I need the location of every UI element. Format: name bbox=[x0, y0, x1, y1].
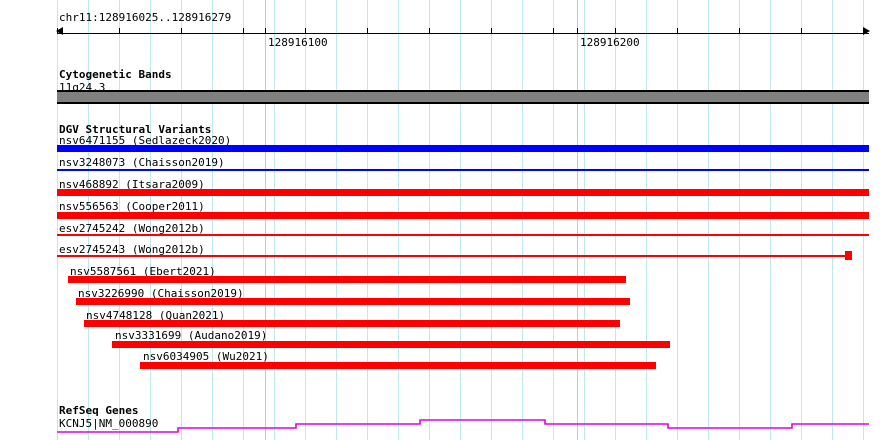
dgv-track-title: DGV Structural Variants bbox=[59, 123, 212, 136]
variant-bar[interactable] bbox=[57, 234, 869, 236]
cytoband-bar[interactable] bbox=[57, 90, 869, 104]
ruler-arrow-left-icon[interactable] bbox=[56, 27, 63, 35]
ruler-tick bbox=[57, 28, 58, 34]
gridline bbox=[553, 0, 554, 440]
ruler-tick bbox=[739, 28, 740, 34]
gridline bbox=[150, 0, 151, 440]
refseq-gene-label: KCNJ5|NM_000890 bbox=[59, 417, 159, 430]
variant-label[interactable]: nsv6471155 (Sedlazeck2020) bbox=[59, 134, 232, 147]
gridline bbox=[88, 0, 89, 440]
ruler-tick bbox=[577, 28, 578, 34]
ruler-tick bbox=[863, 28, 864, 34]
variant-label[interactable]: esv2745242 (Wong2012b) bbox=[59, 222, 205, 235]
gridline bbox=[708, 0, 709, 440]
gridline bbox=[584, 0, 585, 440]
variant-label[interactable]: nsv6034905 (Wu2021) bbox=[143, 350, 269, 363]
gridline bbox=[491, 0, 492, 440]
variant-bar[interactable] bbox=[84, 320, 620, 327]
refseq-track-title: RefSeq Genes bbox=[59, 404, 139, 417]
gridline bbox=[863, 0, 864, 440]
variant-bar[interactable] bbox=[57, 255, 845, 257]
gridline bbox=[243, 0, 244, 440]
variant-bar[interactable] bbox=[76, 298, 630, 305]
gridline bbox=[57, 0, 58, 440]
gridline bbox=[367, 0, 368, 440]
variant-bar[interactable] bbox=[140, 362, 656, 369]
variant-label[interactable]: nsv468892 (Itsara2009) bbox=[59, 178, 205, 191]
gridline bbox=[460, 0, 461, 440]
ruler-tick bbox=[265, 28, 266, 34]
ruler-tick-label: 128916100 bbox=[268, 36, 328, 49]
cytoband-track-title: Cytogenetic Bands bbox=[59, 68, 172, 81]
variant-bar[interactable] bbox=[57, 169, 869, 171]
ruler-tick bbox=[801, 28, 802, 34]
ruler-tick bbox=[243, 28, 244, 34]
gridline bbox=[265, 0, 266, 440]
gridline bbox=[615, 0, 616, 440]
gridline bbox=[212, 0, 213, 440]
variant-bar[interactable] bbox=[57, 189, 869, 196]
variant-label[interactable]: nsv5587561 (Ebert2021) bbox=[70, 265, 216, 278]
gridline bbox=[119, 0, 120, 440]
refseq-gene-model[interactable] bbox=[0, 400, 890, 440]
gridline bbox=[336, 0, 337, 440]
gene-line bbox=[57, 419, 869, 433]
variant-label[interactable]: nsv556563 (Cooper2011) bbox=[59, 200, 205, 213]
ruler-tick bbox=[553, 28, 554, 34]
ruler-arrow-right-icon[interactable] bbox=[863, 27, 870, 35]
variant-label[interactable]: nsv3248073 (Chaisson2019) bbox=[59, 156, 225, 169]
gridline bbox=[181, 0, 182, 440]
coordinate-ruler[interactable]: chr11:128916025..128916279 128916100 1289… bbox=[0, 0, 890, 50]
variant-label[interactable]: nsv3331699 (Audano2019) bbox=[115, 329, 268, 342]
variant-label[interactable]: nsv4748128 (Quan2021) bbox=[86, 309, 226, 322]
ruler-tick bbox=[119, 28, 120, 34]
ruler-tick bbox=[491, 28, 492, 34]
ruler-tick bbox=[305, 28, 306, 34]
gridline bbox=[801, 0, 802, 440]
gridline bbox=[398, 0, 399, 440]
gridline bbox=[522, 0, 523, 440]
variant-bar[interactable] bbox=[57, 212, 869, 219]
variant-bar[interactable] bbox=[68, 276, 626, 283]
gridline bbox=[305, 0, 306, 440]
gridline bbox=[274, 0, 275, 440]
ruler-tick-label: 128916200 bbox=[580, 36, 640, 49]
gridline bbox=[739, 0, 740, 440]
ruler-axis-line bbox=[57, 33, 869, 34]
gridline bbox=[770, 0, 771, 440]
variant-bar[interactable] bbox=[112, 341, 670, 348]
variant-endpoint-block[interactable] bbox=[845, 251, 852, 260]
variant-label[interactable]: nsv3226990 (Chaisson2019) bbox=[78, 287, 244, 300]
gridline bbox=[832, 0, 833, 440]
gridline bbox=[677, 0, 678, 440]
ruler-tick bbox=[615, 28, 616, 34]
variant-bar[interactable] bbox=[57, 145, 869, 152]
ruler-tick bbox=[367, 28, 368, 34]
gridline bbox=[429, 0, 430, 440]
coordinate-label: chr11:128916025..128916279 bbox=[59, 11, 232, 24]
ruler-tick bbox=[181, 28, 182, 34]
gridline bbox=[577, 0, 578, 440]
ruler-tick bbox=[677, 28, 678, 34]
gridline bbox=[646, 0, 647, 440]
variant-label[interactable]: esv2745243 (Wong2012b) bbox=[59, 243, 205, 256]
ruler-tick bbox=[429, 28, 430, 34]
